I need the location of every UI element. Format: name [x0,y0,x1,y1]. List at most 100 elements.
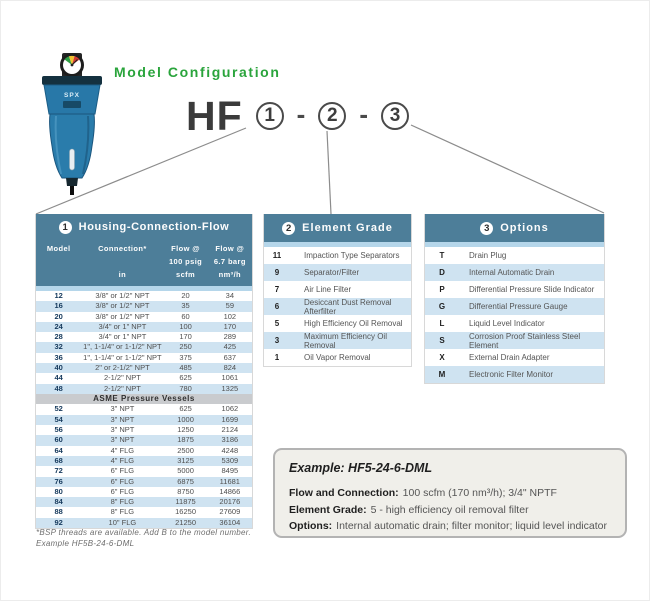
npt-rows: 12 3/8" or 1/2" NPT 20 34 16 3/8" or 1/2" NPT… [36,291,252,394]
table-row: 11 Impaction Type Separators [264,247,411,264]
table-title: 1 Housing-Connection-Flow [36,214,252,240]
footnote: *BSP threads are available. Add B to the… [36,528,251,549]
example-title: Example: HF5-24-6-DML [289,461,433,475]
table-cell: 6" FLG [110,486,135,496]
footnote-line-1: *BSP threads are available. Add B to the… [36,528,251,537]
col-model: Model [46,244,71,253]
table-cell: 6" FLG [110,476,135,486]
table-cell: 88 [54,507,63,517]
table-cell: Separator/Filter [304,268,360,277]
brand-label: SPX [64,92,80,99]
table-cell: Differential Pressure Slide Indicator [469,285,595,294]
table-cell: 1", 1-1/4" or 1-1/2" NPT [83,342,162,352]
table-row: 44 2-1/2" NPT 625 1061 [36,373,252,383]
table-cell: 68 [54,455,63,465]
table-cell: 3" NPT [110,414,135,424]
housing-connection-flow-table: 1 Housing-Connection-Flow Model Connecti… [35,214,253,530]
table-cell: 64 [54,445,63,455]
table-row: 60 3" NPT 1875 3186 [36,435,252,446]
col-flow-scfm: Flow @ 100 psig scfm [168,244,203,279]
table-row: 40 2" or 2-1/2" NPT 485 824 [36,363,252,374]
table-row: 84 8" FLG 11875 20176 [36,497,252,508]
table-cell: 824 [223,363,237,373]
table-cell: Air Line Filter [304,285,352,294]
table-cell: 21250 [175,517,196,527]
table-row: 54 3" NPT 1000 1699 [36,414,252,426]
table-cell: Drain Plug [469,251,507,260]
table-cell: 34 [225,291,234,300]
table-cell: 6875 [177,476,194,486]
table-cell: 60 [54,435,63,445]
model-configuration-title: Model Configuration [114,64,281,80]
table-cell: 6 [274,302,280,311]
number-3-badge: 3 [480,221,494,235]
table-row: 24 3/4" or 1" NPT 100 170 [36,321,252,333]
filter-bowl [49,113,95,179]
table-cell: 10" FLG [108,517,137,527]
dash-separator: - [296,98,306,129]
table-cell: 1062 [221,404,239,414]
table-cell: 1699 [221,414,239,424]
table-cell: 3186 [221,435,239,445]
table-row: 16 3/8" or 1/2" NPT 35 59 [36,301,252,312]
table-cell: 485 [179,363,192,373]
head-top-band [42,76,102,85]
table-cell: 2124 [221,425,239,435]
table-cell: 3/4" or 1" NPT [98,332,147,342]
sight-glass [69,148,75,171]
table-cell: 40 [54,363,63,373]
example-flow-line: Flow and Connection: 100 scfm (170 nm³/h)… [289,487,557,499]
table-cell: Desiccant Dust Removal Afterfilter [304,297,392,316]
table-cell: 76 [54,476,63,486]
table-cell: 1325 [221,383,239,393]
table-cell: 11875 [175,497,196,507]
table-cell: 16250 [175,507,196,517]
table-cell: 2-1/2" NPT [103,373,141,383]
table-row: G Differential Pressure Gauge [425,298,604,315]
col-connection: Connection* in [98,244,147,279]
table-cell: 3" NPT [110,404,135,414]
table-cell: 1000 [177,414,194,424]
table-cell: 3/8" or 1/2" NPT [95,291,150,300]
number-2-badge: 2 [282,221,296,235]
table-cell: 52 [54,404,63,414]
example-grade-line: Element Grade: 5 - high efficiency oil re… [289,503,529,516]
table-cell: 8" FLG [110,497,135,507]
table-row: 5 High Efficiency Oil Removal [264,315,411,332]
table-cell: 170 [179,332,192,342]
table-cell: Liquid Level Indicator [469,319,545,328]
table-row: 64 4" FLG 2500 4248 [36,446,252,456]
table-cell: 8" FLG [110,507,135,517]
table-cell: 60 [181,311,190,321]
table-cell: 1", 1-1/4" or 1-1/2" NPT [83,352,162,362]
column-headers: Model Connection* in Flow @ 100 psig scf… [36,240,252,286]
table-row: D Internal Automatic Drain [425,264,604,281]
asme-rows: 52 3" NPT 625 1062 54 3" NPT 1000 1699 56 3" NPT 1… [36,404,252,529]
number-1-badge: 1 [58,220,72,234]
table-cell: 4" FLG [110,455,135,465]
table-cell: Oil Vapor Removal [304,353,371,362]
table-cell: 425 [223,342,237,352]
table-cell: 59 [225,301,234,311]
table-cell: 1250 [177,425,194,435]
table-row: 32 1", 1-1/4" or 1-1/2" NPT 250 425 [36,342,252,353]
table-row: 92 10" FLG 21250 36104 [36,517,252,529]
table-cell: Impaction Type Separators [304,251,400,260]
table-cell: 80 [54,486,63,496]
table-cell: M [438,370,446,379]
table-cell: 7 [274,285,280,294]
table-row: 80 6" FLG 8750 14866 [36,487,252,497]
table-title-label: Options [500,222,549,234]
element-grade-table: 2 Element Grade 11 Impaction Type Separat… [263,214,412,367]
digit-2-circle: 2 [318,102,347,130]
table-row: T Drain Plug [425,247,604,264]
table-cell: P [439,285,445,294]
col-flow-nm3h: Flow @ 6.7 barg nm³/h [213,244,246,279]
table-cell: 1875 [177,435,194,445]
table-cell: S [439,336,445,345]
table-row: S Corrosion Proof Stainless Steel Element [425,332,604,350]
table-cell: 2500 [177,445,194,455]
table-cell: 36 [54,352,63,362]
table-cell: 289 [223,332,237,342]
table-cell: 1 [274,353,280,362]
